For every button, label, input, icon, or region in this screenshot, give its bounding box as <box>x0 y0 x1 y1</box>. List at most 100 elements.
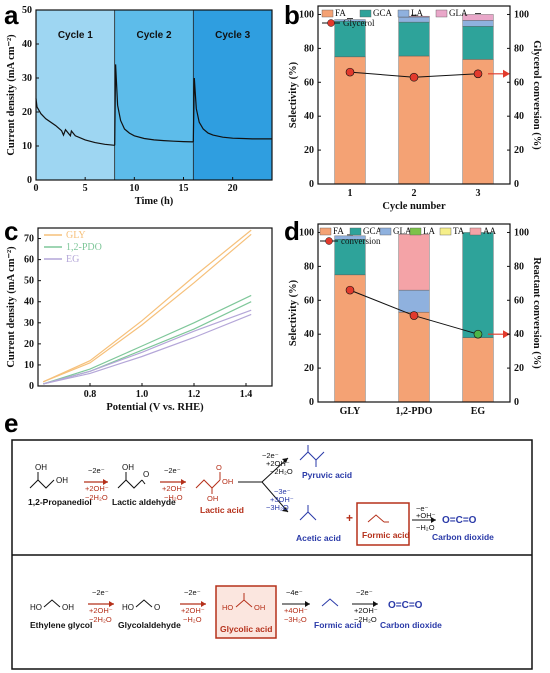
lactic-acid-structure <box>195 472 221 494</box>
y-tick-label: 60 <box>304 295 314 306</box>
y-tick-label: 10 <box>22 141 32 152</box>
legend-swatch <box>409 227 422 236</box>
step-b1-h2o: −2H₂O <box>89 615 112 624</box>
bar-segment-gla <box>462 14 494 21</box>
branch-up <box>261 457 289 483</box>
step-3b-oh: +3OH⁻ <box>270 495 294 504</box>
step-4-h2o: −H₂O <box>416 523 435 532</box>
legend-swatch <box>469 227 482 236</box>
formic-acid-structure <box>367 514 389 523</box>
y-tick-label: 20 <box>304 363 314 374</box>
y-tick-label: 100 <box>299 227 314 238</box>
arrowhead-1 <box>103 479 108 485</box>
step-3a-oh: +2OH⁻ <box>266 459 290 468</box>
y-tick-label: 40 <box>24 297 34 308</box>
x-tick-label: 0.8 <box>84 389 97 400</box>
branch-down <box>261 481 289 513</box>
y-tick-label: 0 <box>27 175 32 186</box>
x-tick-label: 5 <box>83 183 88 194</box>
bar-segment-gca <box>334 21 366 58</box>
legend-label: GLA <box>449 8 468 18</box>
legend-swatch <box>349 227 362 236</box>
y2-tick-label: 40 <box>514 329 524 340</box>
y-tick-label: 20 <box>304 145 314 156</box>
legend-label: GCA <box>363 226 383 236</box>
oh-label-7: OH <box>254 603 265 612</box>
oh-label-4: OH <box>222 477 233 486</box>
label-glycolic-acid: Glycolic acid <box>220 624 272 634</box>
panel-label-c: c <box>4 216 18 246</box>
reaction-scheme: OH OH 1,2-Propanediol −2e⁻ +2OH⁻ −2H₂O O… <box>11 439 533 670</box>
arrowhead-b4 <box>373 601 378 607</box>
y-tick-label: 80 <box>304 261 314 272</box>
conversion-point <box>473 329 483 339</box>
axis-arrowhead <box>503 69 510 78</box>
bar-segment-gla <box>398 289 430 313</box>
bar-segment-gca <box>462 26 494 60</box>
step-b4-h2o: −2H₂O <box>354 615 377 624</box>
step-3b-e: −3e⁻ <box>274 487 291 496</box>
arrowhead-b3 <box>305 601 310 607</box>
step-b4-oh: +2OH⁻ <box>354 606 378 615</box>
y-tick-label: 40 <box>304 111 314 122</box>
arrowhead-2 <box>181 479 186 485</box>
co2-formula-top: O=C=O <box>442 515 477 526</box>
y2-tick-label: 0 <box>514 179 519 190</box>
y2-tick-label: 100 <box>514 227 529 238</box>
conversion-point <box>345 285 355 295</box>
legend-swatch <box>319 227 332 236</box>
label-co2-top: Carbon dioxide <box>432 532 494 542</box>
step-2-oh: +2OH⁻ <box>162 484 186 493</box>
y2-tick-label: 20 <box>514 363 524 374</box>
legend-swatch <box>439 227 452 236</box>
step-2-e: −2e⁻ <box>164 466 181 475</box>
x-tick-label: 1 <box>348 188 353 199</box>
o-label-3: O <box>154 603 160 612</box>
cycle-region <box>36 10 115 180</box>
glycolic-acid-structure <box>235 593 253 608</box>
conversion-point <box>473 69 483 79</box>
legend-swatch <box>435 9 448 18</box>
arrowhead-4 <box>431 517 436 523</box>
cycle-label: Cycle 2 <box>136 30 171 41</box>
step-b3-oh: +4OH⁻ <box>284 606 308 615</box>
y2-tick-label: 100 <box>514 9 529 20</box>
conversion-point <box>345 67 355 77</box>
y-tick-label: 0 <box>309 179 314 190</box>
cycle-region <box>193 10 272 180</box>
pyruvic-acid-structure <box>299 445 325 467</box>
step-1-e: −2e⁻ <box>88 466 105 475</box>
lsv-curve <box>43 301 252 385</box>
label-pyruvic-acid: Pyruvic acid <box>302 470 352 480</box>
axis-arrowhead <box>503 330 510 339</box>
x-tick-label: GLY <box>340 406 362 417</box>
current-trace <box>192 77 272 142</box>
x-axis-label: Time (h) <box>135 196 174 207</box>
label-formic-acid-bottom: Formic acid <box>314 620 362 630</box>
legend-label: AA <box>483 226 496 236</box>
co2-formula-bottom: O=C=O <box>388 600 423 611</box>
label-lactic-acid: Lactic acid <box>200 505 244 515</box>
ethylene-glycol-structure <box>43 599 61 608</box>
lsv-curve <box>42 229 252 383</box>
lsv-curve <box>43 309 252 385</box>
step-4-oh: +OH⁻ <box>416 511 436 520</box>
label-ethylene-glycol: Ethylene glycol <box>30 620 92 630</box>
glycolic-acid-highlight <box>215 585 277 639</box>
scheme-top-row: OH OH 1,2-Propanediol −2e⁻ +2OH⁻ −2H₂O O… <box>28 445 494 546</box>
bar-segment-fa <box>462 337 494 403</box>
legend-swatch <box>321 9 334 18</box>
step-b2-e: −2e⁻ <box>184 588 201 597</box>
x-tick-label: 3 <box>476 188 481 199</box>
x-tick-label: 1.2 <box>188 389 201 400</box>
y2-tick-label: 60 <box>514 295 524 306</box>
lsv-curve <box>43 294 252 385</box>
y-axis-label: Selectivity (%) <box>288 279 299 346</box>
legend-label: EG <box>66 254 79 265</box>
chart-a: Cycle 1 Cycle 2 Cycle 3 0 5 10 15 20 0 10 20 30 40 50… <box>6 5 273 207</box>
ho-label-1: HO <box>30 603 42 612</box>
o-label-1: O <box>143 470 149 479</box>
panel-label-d: d <box>284 216 300 246</box>
plot-frame <box>317 5 511 185</box>
legend-marker <box>327 19 335 27</box>
